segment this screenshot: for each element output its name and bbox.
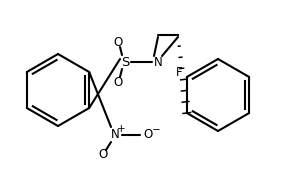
Text: S: S <box>121 55 129 69</box>
Text: +: + <box>117 124 125 134</box>
Text: N: N <box>110 128 119 142</box>
Text: O: O <box>98 149 108 162</box>
Text: F: F <box>176 66 183 79</box>
Text: O: O <box>113 75 123 89</box>
Text: N: N <box>154 55 162 69</box>
Text: −: − <box>152 125 160 135</box>
Text: O: O <box>113 36 123 48</box>
Text: O: O <box>143 128 153 142</box>
